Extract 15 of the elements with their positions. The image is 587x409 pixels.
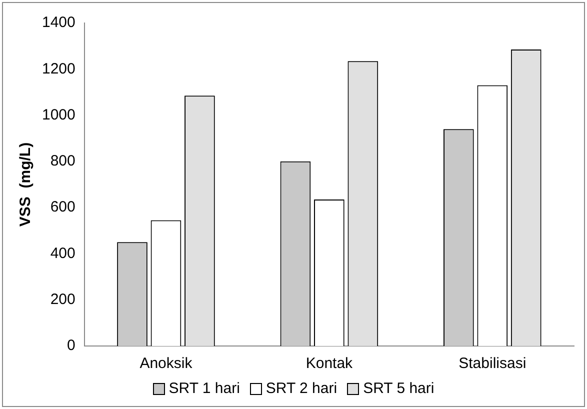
y-tick-label: 400 xyxy=(50,244,76,262)
y-axis-title: VSS (mg/L) xyxy=(17,142,34,227)
y-tick-label: 0 xyxy=(67,337,76,354)
y-tick-label: 1400 xyxy=(42,14,76,32)
y-tick-label: 1200 xyxy=(42,60,76,78)
y-tick-label: 800 xyxy=(50,152,76,170)
y-tick-label: 600 xyxy=(50,198,76,216)
x-tick-label: Anoksik xyxy=(140,355,193,372)
x-tick-label: Kontak xyxy=(306,355,354,372)
legend-label: SRT 1 hari xyxy=(168,380,240,397)
legend-label: SRT 5 hari xyxy=(363,380,434,397)
x-tick-label: Stabilisasi xyxy=(458,355,526,372)
text: SRT 2 hari xyxy=(266,380,338,397)
y-tick-label: 200 xyxy=(50,291,76,308)
y-tick-label: 1000 xyxy=(42,106,76,124)
